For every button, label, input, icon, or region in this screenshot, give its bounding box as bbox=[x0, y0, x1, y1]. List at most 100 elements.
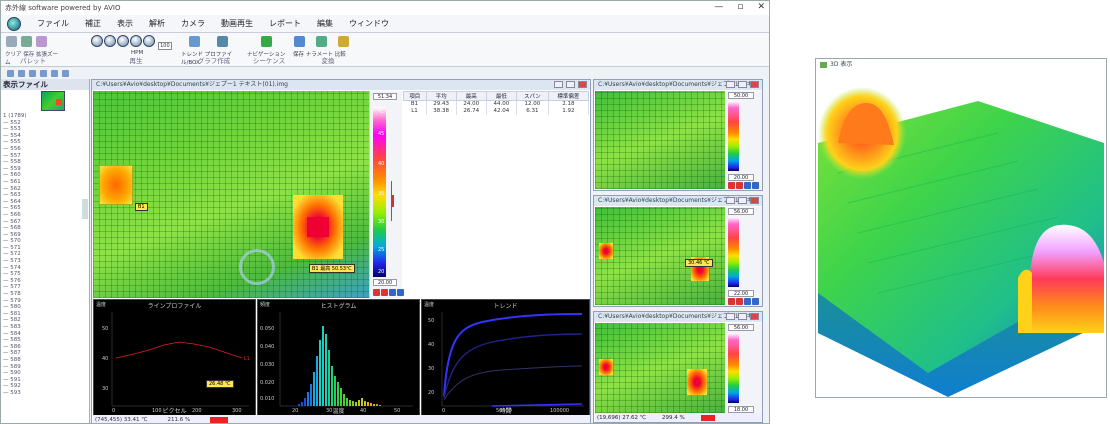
hpm-label[interactable]: HPM bbox=[131, 50, 144, 56]
side-thermal-image[interactable] bbox=[595, 323, 725, 413]
menu-report[interactable]: レポート bbox=[269, 19, 301, 28]
side-close-button[interactable] bbox=[750, 197, 759, 204]
file-tree-root[interactable]: 1 (1789) bbox=[3, 113, 27, 119]
app-orb-icon[interactable] bbox=[7, 16, 21, 31]
trend-plot[interactable]: 温度 トレンド 50 40 30 20 0 50000 100000 時間 bbox=[421, 299, 590, 416]
close-button[interactable]: ✕ bbox=[757, 2, 765, 12]
file-tree-item[interactable]: — 561 bbox=[3, 178, 21, 185]
speed-field[interactable]: 100 bbox=[158, 42, 172, 50]
qat-save-icon[interactable] bbox=[18, 69, 25, 77]
file-tree-item[interactable]: — 573 bbox=[3, 258, 21, 265]
side-max-button[interactable] bbox=[738, 313, 747, 320]
file-tree-item[interactable]: — 590 bbox=[3, 370, 21, 377]
file-tree-item[interactable]: — 552 bbox=[3, 119, 21, 126]
ribbon-trend[interactable]: トレンド bbox=[181, 52, 204, 58]
side-max-field[interactable]: 56.00 bbox=[728, 324, 754, 331]
animate-icon[interactable] bbox=[316, 36, 328, 47]
save-icon[interactable] bbox=[21, 36, 33, 47]
ribbon-zoom[interactable]: 拡張ズーム bbox=[5, 52, 59, 66]
table-row[interactable]: L1 38.38 26.74 42.04 6.31 1.92 bbox=[403, 107, 590, 115]
range-slider[interactable] bbox=[391, 181, 397, 221]
prev-icon[interactable] bbox=[104, 35, 116, 47]
file-tree-item[interactable]: — 565 bbox=[3, 205, 21, 212]
blue-tool-icon[interactable] bbox=[752, 182, 759, 189]
file-tree-item[interactable]: — 557 bbox=[3, 152, 21, 159]
file-panel-scrollbar[interactable] bbox=[82, 199, 88, 219]
forward-icon[interactable] bbox=[143, 35, 155, 47]
ribbon-save[interactable]: 保存 bbox=[23, 52, 35, 58]
ribbon-animate[interactable]: ナラメート bbox=[305, 52, 334, 58]
trend-icon[interactable] bbox=[189, 36, 200, 47]
menu-file[interactable]: ファイル bbox=[37, 19, 69, 28]
histogram-plot[interactable]: 頻度 ヒストグラム 0.050 0.040 0.030 0.020 0.010 … bbox=[257, 299, 420, 416]
side-min-button[interactable] bbox=[726, 313, 735, 320]
side-thermal-image[interactable] bbox=[595, 91, 725, 189]
ribbon-save2[interactable]: 保存 bbox=[293, 52, 305, 58]
qat-back-icon[interactable] bbox=[29, 69, 36, 77]
next-icon[interactable] bbox=[130, 35, 142, 47]
file-tree-item[interactable]: — 593 bbox=[3, 389, 21, 396]
file-tree-item[interactable]: — 569 bbox=[3, 231, 21, 238]
side-close-button[interactable] bbox=[750, 81, 759, 88]
file-tree-item[interactable]: — 558 bbox=[3, 159, 21, 166]
play-icon[interactable] bbox=[117, 35, 129, 47]
file-tree-item[interactable]: — 584 bbox=[3, 330, 21, 337]
file-tree-item[interactable]: — 562 bbox=[3, 185, 21, 192]
table-header[interactable]: 標準偏差 bbox=[547, 91, 590, 101]
red-tool-icon[interactable] bbox=[736, 182, 743, 189]
side-min-field[interactable]: 22.00 bbox=[728, 290, 754, 297]
qat-tool-icon[interactable] bbox=[51, 69, 58, 77]
qat-open-icon[interactable] bbox=[7, 69, 14, 77]
file-tree-item[interactable]: — 567 bbox=[3, 218, 21, 225]
table-header[interactable]: 最低 bbox=[485, 91, 517, 101]
file-tree-item[interactable]: — 577 bbox=[3, 284, 21, 291]
save-convert-icon[interactable] bbox=[294, 36, 305, 47]
profile-icon[interactable] bbox=[217, 36, 229, 47]
file-tree-item[interactable]: — 564 bbox=[3, 198, 21, 205]
side-close-button[interactable] bbox=[750, 313, 759, 320]
menu-window[interactable]: ウィンドウ bbox=[349, 19, 389, 28]
menu-camera[interactable]: カメラ bbox=[181, 19, 205, 28]
navigation-icon[interactable] bbox=[261, 36, 272, 47]
blue-tool-icon[interactable] bbox=[744, 298, 751, 305]
file-tree-item[interactable]: — 586 bbox=[3, 343, 21, 350]
ribbon-compare[interactable]: 比較 bbox=[334, 52, 346, 58]
main-close-button[interactable] bbox=[578, 81, 587, 88]
blue-tool-icon[interactable] bbox=[752, 298, 759, 305]
table-header[interactable]: 平均 bbox=[425, 91, 457, 101]
blue-tool-icon[interactable] bbox=[397, 289, 404, 296]
red-tool-icon[interactable] bbox=[373, 289, 380, 296]
file-tree-item[interactable]: — 589 bbox=[3, 363, 21, 370]
side-max-field[interactable]: 56.00 bbox=[728, 208, 754, 215]
minimize-button[interactable]: — bbox=[714, 2, 724, 12]
side-min-button[interactable] bbox=[726, 81, 735, 88]
file-tree-item[interactable]: — 554 bbox=[3, 132, 21, 139]
thermal-image[interactable]: B1 B1 最高 50.53℃ bbox=[93, 91, 369, 298]
file-tree-item[interactable]: — 574 bbox=[3, 264, 21, 271]
side-min-field[interactable]: 18.00 bbox=[728, 406, 754, 413]
side-max-button[interactable] bbox=[738, 81, 747, 88]
side-thermal-image[interactable]: 30.46 ℃ bbox=[595, 207, 725, 305]
file-thumbnail[interactable] bbox=[41, 91, 65, 111]
3d-surface-view[interactable] bbox=[818, 73, 1104, 397]
table-header[interactable]: 項目 bbox=[403, 91, 427, 101]
file-tree-item[interactable]: — 563 bbox=[3, 192, 21, 199]
file-tree-item[interactable]: — 559 bbox=[3, 165, 21, 172]
blue-tool-icon[interactable] bbox=[744, 182, 751, 189]
file-tree-item[interactable]: — 587 bbox=[3, 350, 21, 357]
blue-tool-icon[interactable] bbox=[389, 289, 396, 296]
menu-video[interactable]: 動画再生 bbox=[221, 19, 253, 28]
zoom-icon[interactable] bbox=[36, 36, 48, 47]
menu-edit[interactable]: 編集 bbox=[317, 19, 333, 28]
file-tree-item[interactable]: — 570 bbox=[3, 238, 21, 245]
menu-view[interactable]: 表示 bbox=[117, 19, 133, 28]
file-tree-item[interactable]: — 571 bbox=[3, 244, 21, 251]
red-tool-icon[interactable] bbox=[736, 298, 743, 305]
range-slider-handle[interactable] bbox=[391, 195, 394, 207]
maximize-button[interactable]: ▫ bbox=[737, 2, 744, 12]
file-tree-item[interactable]: — 575 bbox=[3, 271, 21, 278]
file-tree-item[interactable]: — 572 bbox=[3, 251, 21, 258]
colorbar-min-field[interactable]: 20.00 bbox=[373, 279, 397, 286]
ribbon-navigation[interactable]: ナビゲーション bbox=[247, 52, 286, 58]
file-tree-item[interactable]: — 553 bbox=[3, 126, 21, 133]
